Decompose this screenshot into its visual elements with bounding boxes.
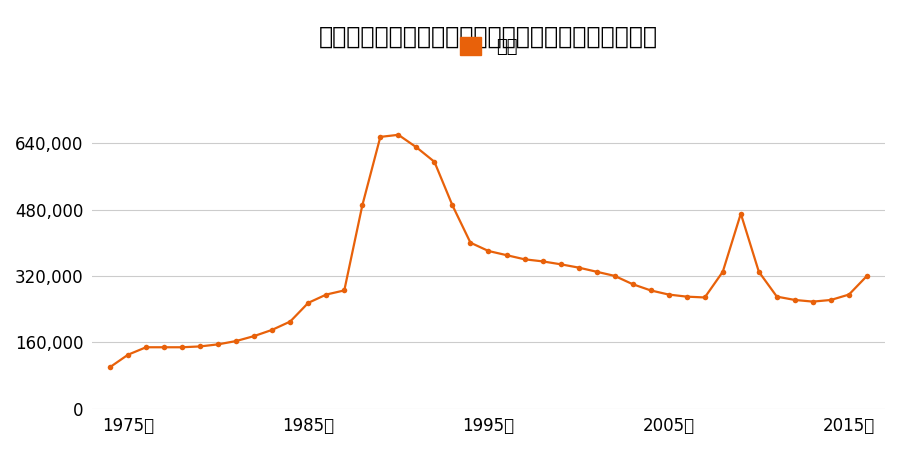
Legend: 価格: 価格 — [453, 29, 525, 63]
Title: 東京都板橋区徳丸３丁目１２７番１の一部の地価推移: 東京都板橋区徳丸３丁目１２７番１の一部の地価推移 — [319, 24, 658, 48]
